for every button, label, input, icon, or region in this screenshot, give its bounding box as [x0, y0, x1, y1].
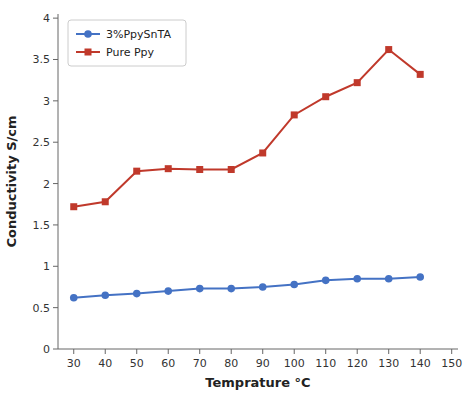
point [291, 111, 298, 118]
y-tick-label: 0 [43, 343, 50, 356]
y-tick [53, 183, 58, 184]
x-tick [325, 349, 326, 354]
point [259, 283, 267, 291]
x-tick [294, 349, 295, 354]
point [196, 285, 204, 293]
y-tick-label: 2.5 [33, 136, 51, 149]
y-tick-label: 3.5 [33, 53, 51, 66]
background [0, 0, 474, 397]
y-tick-label: 2 [43, 178, 50, 191]
x-tick [136, 349, 137, 354]
legend-marker [85, 49, 92, 56]
y-tick-label: 3 [43, 95, 50, 108]
point [385, 275, 393, 283]
x-tick-label: 140 [410, 357, 431, 370]
legend-marker [84, 30, 92, 38]
x-tick-label: 80 [224, 357, 238, 370]
point [417, 71, 424, 78]
series-line [74, 50, 420, 207]
x-tick [105, 349, 106, 354]
y-tick [53, 142, 58, 143]
series [70, 273, 424, 301]
point [101, 291, 109, 299]
y-axis-line [58, 14, 59, 349]
x-tick-label: 120 [347, 357, 368, 370]
y-tick [53, 224, 58, 225]
x-tick-label: 70 [193, 357, 207, 370]
x-tick-label: 90 [256, 357, 270, 370]
point [416, 273, 424, 281]
y-tick-label: 1 [43, 260, 50, 273]
legend-label: 3%PpySnTA [106, 28, 171, 41]
x-tick [168, 349, 169, 354]
point [353, 275, 361, 283]
plot-area [70, 46, 424, 301]
x-tick-label: 30 [67, 357, 81, 370]
x-tick-label: 150 [441, 357, 462, 370]
series [70, 46, 423, 210]
x-axis-line [58, 349, 458, 350]
y-axis-label: Conductivity S/cm [4, 115, 19, 247]
x-tick-label: 110 [315, 357, 336, 370]
point [259, 149, 266, 156]
y-tick-label: 4 [43, 12, 50, 25]
x-tick [231, 349, 232, 354]
point [164, 287, 172, 295]
y-tick [53, 266, 58, 267]
legend-box [68, 20, 186, 66]
chart: 30 40 50 60 70 80 90 100 110 120 130 140 150 0 0.5 1 1.5… [0, 0, 474, 397]
point [354, 79, 361, 86]
y-tick [53, 307, 58, 308]
y-tick-label: 1.5 [33, 219, 51, 232]
point [322, 93, 329, 100]
x-tick [199, 349, 200, 354]
x-tick-label: 40 [98, 357, 112, 370]
point [70, 203, 77, 210]
point [165, 165, 172, 172]
x-tick-label: 130 [378, 357, 399, 370]
x-tick [357, 349, 358, 354]
x-tick-label: 60 [161, 357, 175, 370]
point [385, 46, 392, 53]
point [227, 285, 235, 293]
point [290, 281, 298, 289]
point [102, 198, 109, 205]
point [228, 166, 235, 173]
y-tick-label: 0.5 [33, 302, 51, 315]
y-tick [53, 349, 58, 350]
y-tick [53, 100, 58, 101]
x-tick [73, 349, 74, 354]
point [196, 166, 203, 173]
legend: 3%PpySnTA Pure Ppy [68, 20, 186, 66]
x-tick-label: 50 [130, 357, 144, 370]
y-tick [53, 18, 58, 19]
y-tick [53, 59, 58, 60]
point [70, 294, 78, 302]
x-tick [420, 349, 421, 354]
series-line [74, 277, 420, 298]
point [133, 290, 141, 298]
legend-label: Pure Ppy [106, 46, 155, 59]
point [322, 277, 330, 285]
x-tick [451, 349, 452, 354]
x-tick [388, 349, 389, 354]
point [133, 168, 140, 175]
x-axis-label: Temprature °C [205, 375, 310, 390]
x-tick [262, 349, 263, 354]
x-tick-label: 100 [284, 357, 305, 370]
